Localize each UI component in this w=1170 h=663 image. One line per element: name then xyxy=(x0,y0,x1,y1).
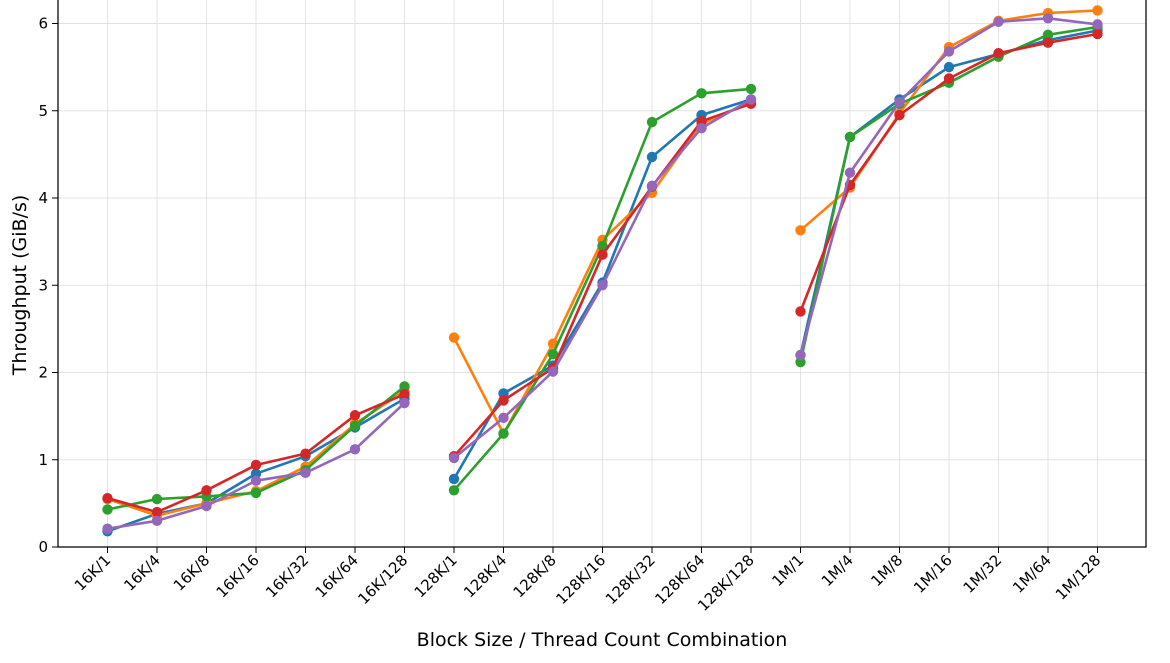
data-point xyxy=(349,444,361,455)
data-point xyxy=(597,280,608,291)
data-point xyxy=(795,306,806,317)
data-point xyxy=(894,109,905,121)
x-tick-label: 16K/1 xyxy=(71,551,115,595)
y-tick-label: 1 xyxy=(38,451,48,469)
data-point xyxy=(597,249,608,260)
data-point xyxy=(1092,5,1103,16)
x-tick-label: 128K/4 xyxy=(460,551,510,601)
x-axis-title: Block Size / Thread Count Combination xyxy=(417,629,788,651)
y-tick-label: 5 xyxy=(38,102,48,120)
x-tick-label: 16K/4 xyxy=(120,551,164,595)
x-tick-label: 1M/4 xyxy=(818,551,857,590)
data-point xyxy=(102,523,113,534)
data-point xyxy=(696,123,707,134)
y-tick-label: 6 xyxy=(38,15,48,33)
data-point xyxy=(993,47,1004,59)
data-point xyxy=(448,452,460,464)
data-point xyxy=(250,459,262,471)
data-point xyxy=(547,366,559,377)
data-point xyxy=(943,46,955,57)
x-tick-label: 16K/32 xyxy=(262,551,312,601)
data-point xyxy=(349,410,361,421)
data-point xyxy=(1042,37,1054,48)
data-point xyxy=(844,131,856,143)
series-4 xyxy=(102,13,1103,534)
data-point xyxy=(151,493,163,505)
x-tick-label: 1M/128 xyxy=(1052,551,1104,603)
x-tick-label: 128K/32 xyxy=(602,551,659,608)
x-tick-label: 128K/8 xyxy=(510,551,560,601)
data-point xyxy=(993,16,1004,27)
data-point xyxy=(498,428,509,439)
data-point xyxy=(399,389,410,400)
data-point xyxy=(498,395,509,406)
x-tick-label: 1M/64 xyxy=(1009,551,1055,597)
data-point xyxy=(795,225,806,236)
data-point xyxy=(201,500,212,512)
y-axis-title: Throughput (GiB/s) xyxy=(9,195,31,377)
data-point xyxy=(894,96,905,108)
data-point xyxy=(943,61,955,73)
y-tick-label: 3 xyxy=(38,276,48,294)
data-point xyxy=(597,240,608,252)
y-tick-label: 0 xyxy=(38,538,48,556)
data-point xyxy=(1042,13,1054,24)
data-point xyxy=(349,420,361,431)
x-tick-label: 128K/1 xyxy=(411,551,461,601)
data-point xyxy=(646,180,658,191)
data-point xyxy=(102,504,113,515)
data-point xyxy=(646,116,658,128)
y-tick-label: 2 xyxy=(38,364,48,382)
data-point xyxy=(745,94,757,105)
data-point xyxy=(102,492,113,504)
x-tick-label: 16K/64 xyxy=(312,551,362,601)
x-tick-label: 1M/1 xyxy=(768,551,807,590)
x-tick-label: 16K/128 xyxy=(354,551,411,608)
data-point xyxy=(547,348,559,360)
data-point xyxy=(300,448,311,459)
data-point xyxy=(201,485,212,496)
data-point xyxy=(151,506,163,518)
data-point xyxy=(448,485,460,496)
data-point xyxy=(448,332,460,343)
grid xyxy=(58,0,1146,548)
x-tick-label: 16K/16 xyxy=(213,551,263,601)
data-point xyxy=(1092,28,1103,40)
data-point xyxy=(300,467,311,479)
data-point xyxy=(1092,19,1103,30)
x-tick-label: 1M/8 xyxy=(867,551,906,590)
data-point xyxy=(745,83,757,95)
series-layer xyxy=(102,5,1103,537)
y-tick-label: 4 xyxy=(38,189,48,207)
data-point xyxy=(646,151,658,163)
data-point xyxy=(943,73,955,84)
data-point xyxy=(498,412,509,424)
y-axis: 0 1 2 3 4 5 6 xyxy=(38,15,58,556)
data-point xyxy=(399,381,410,392)
data-point xyxy=(795,349,806,361)
x-tick-label: 1M/32 xyxy=(960,551,1006,597)
data-point xyxy=(250,487,262,499)
x-tick-label: 1M/16 xyxy=(910,551,956,597)
x-axis: 16K/1 16K/4 16K/8 16K/16 16K/32 16K/6416K/128… xyxy=(71,547,1104,615)
data-point xyxy=(1042,29,1054,41)
data-point xyxy=(696,88,707,99)
data-point xyxy=(399,397,410,409)
data-point xyxy=(250,475,262,486)
data-point xyxy=(448,473,460,485)
data-point xyxy=(844,167,856,178)
x-tick-label: 128K/16 xyxy=(552,551,609,608)
data-point xyxy=(151,515,163,527)
x-tick-label: 16K/8 xyxy=(170,551,214,595)
